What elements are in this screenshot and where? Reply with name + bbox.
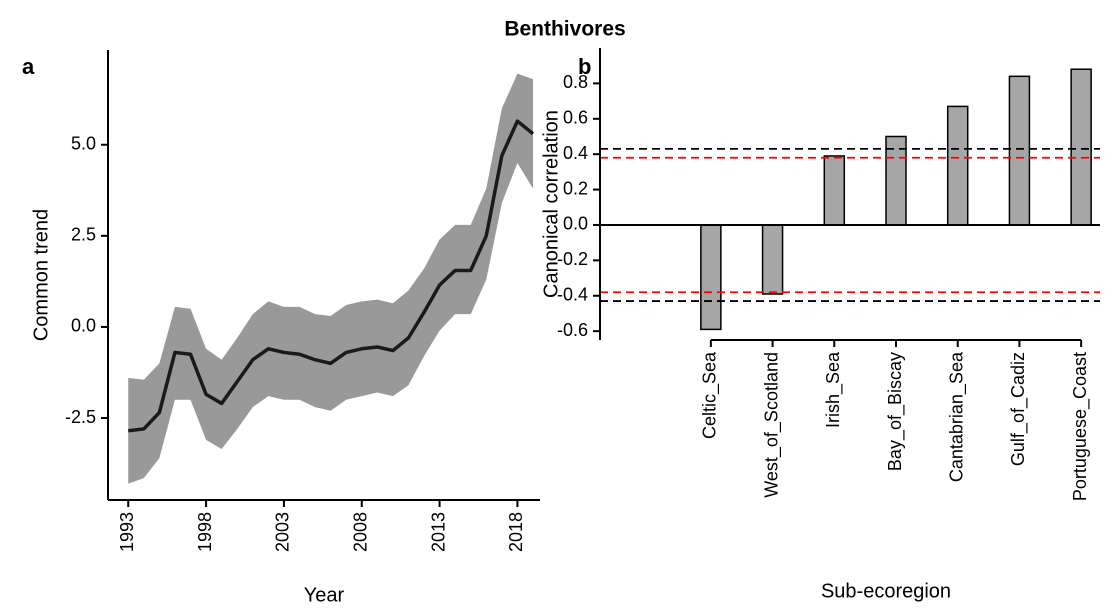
figure-title: Benthivores: [504, 18, 625, 41]
y-tick-label: 0.6: [563, 108, 588, 128]
y-tick-label: 0.8: [563, 72, 588, 92]
y-axis-label: Common trend: [30, 209, 52, 341]
x-tick-label: Portuguese_Coast: [1070, 352, 1091, 501]
y-tick-label: 0.0: [71, 316, 96, 336]
x-tick-label: Bay_of_Biscay: [885, 352, 906, 471]
x-tick-label: West_of_Scotland: [761, 352, 782, 498]
x-tick-label: 2013: [428, 512, 448, 552]
x-tick-label: Irish_Sea: [823, 351, 844, 428]
bar: [1008, 75, 1031, 226]
x-tick-label: 1998: [195, 512, 215, 552]
bar: [1070, 68, 1092, 226]
bar: [823, 155, 846, 226]
trend-line: [128, 119, 535, 433]
bar: [700, 224, 722, 331]
bar: [761, 224, 784, 295]
panel-label: b: [578, 54, 591, 79]
y-tick-label: 0.2: [563, 178, 588, 198]
panel-label: a: [22, 54, 35, 79]
x-tick-label: Gulf_of_Cadiz: [1008, 352, 1029, 466]
y-tick-label: 5.0: [71, 133, 96, 153]
y-tick-label: -0.6: [557, 320, 588, 340]
x-axis-label: Year: [304, 584, 345, 606]
x-tick-label: 2003: [273, 512, 293, 552]
y-tick-label: -2.5: [65, 407, 96, 427]
x-tick-label: Cantabrian_Sea: [946, 351, 967, 482]
x-axis-label: Sub-ecoregion: [821, 580, 951, 602]
y-tick-label: 0.4: [563, 143, 588, 163]
x-tick-label: 2018: [506, 512, 526, 552]
y-axis-label: Canonical correlation: [540, 110, 562, 298]
y-tick-label: 2.5: [71, 225, 96, 245]
x-tick-label: 2008: [351, 512, 371, 552]
confidence-band: [128, 73, 533, 484]
y-tick-label: -0.4: [557, 285, 588, 305]
y-tick-label: -0.2: [557, 249, 588, 269]
bar: [946, 105, 969, 226]
x-tick-label: Celtic_Sea: [700, 351, 721, 439]
y-tick-label: 0.0: [563, 214, 588, 234]
x-tick-label: 1993: [117, 512, 137, 552]
